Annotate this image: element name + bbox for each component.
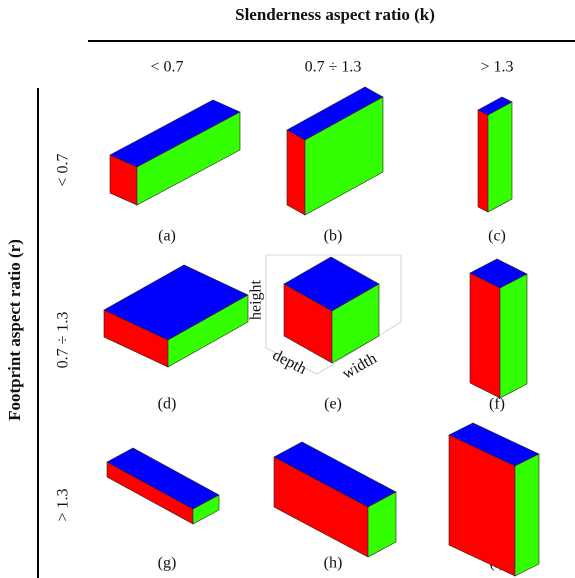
caption: (d) [158, 396, 177, 413]
box-face [469, 272, 501, 399]
caption: (h) [324, 555, 343, 572]
column-header: > 1.3 [480, 59, 513, 76]
box-face [514, 453, 540, 577]
box-face [167, 294, 249, 368]
caption: (e) [324, 396, 342, 413]
box-face [304, 96, 384, 216]
caption: (a) [158, 228, 176, 245]
dimension-label: depth [270, 347, 309, 378]
box-face [367, 491, 397, 558]
box-face [331, 283, 380, 364]
caption: (b) [324, 228, 343, 245]
column-title: Slenderness aspect ratio (k) [235, 5, 435, 24]
column-header: < 0.7 [150, 59, 183, 76]
bounding-guide [265, 254, 402, 375]
dimension-label: height [248, 279, 265, 320]
caption: (f) [489, 396, 505, 413]
caption: (g) [158, 555, 177, 572]
row-header: > 1.3 [55, 488, 72, 521]
row-header: 0.7 ÷ 1.3 [55, 312, 72, 369]
box-face [477, 109, 489, 213]
box-face [192, 494, 220, 525]
box-face [286, 129, 306, 216]
row-header: < 0.7 [55, 153, 72, 186]
row-title: Footprint aspect ratio (r) [5, 239, 24, 421]
column-header: 0.7 ÷ 1.3 [305, 59, 362, 76]
box-face [499, 273, 528, 399]
box-face [487, 101, 513, 213]
box-face [136, 111, 241, 206]
caption: (c) [488, 228, 506, 245]
